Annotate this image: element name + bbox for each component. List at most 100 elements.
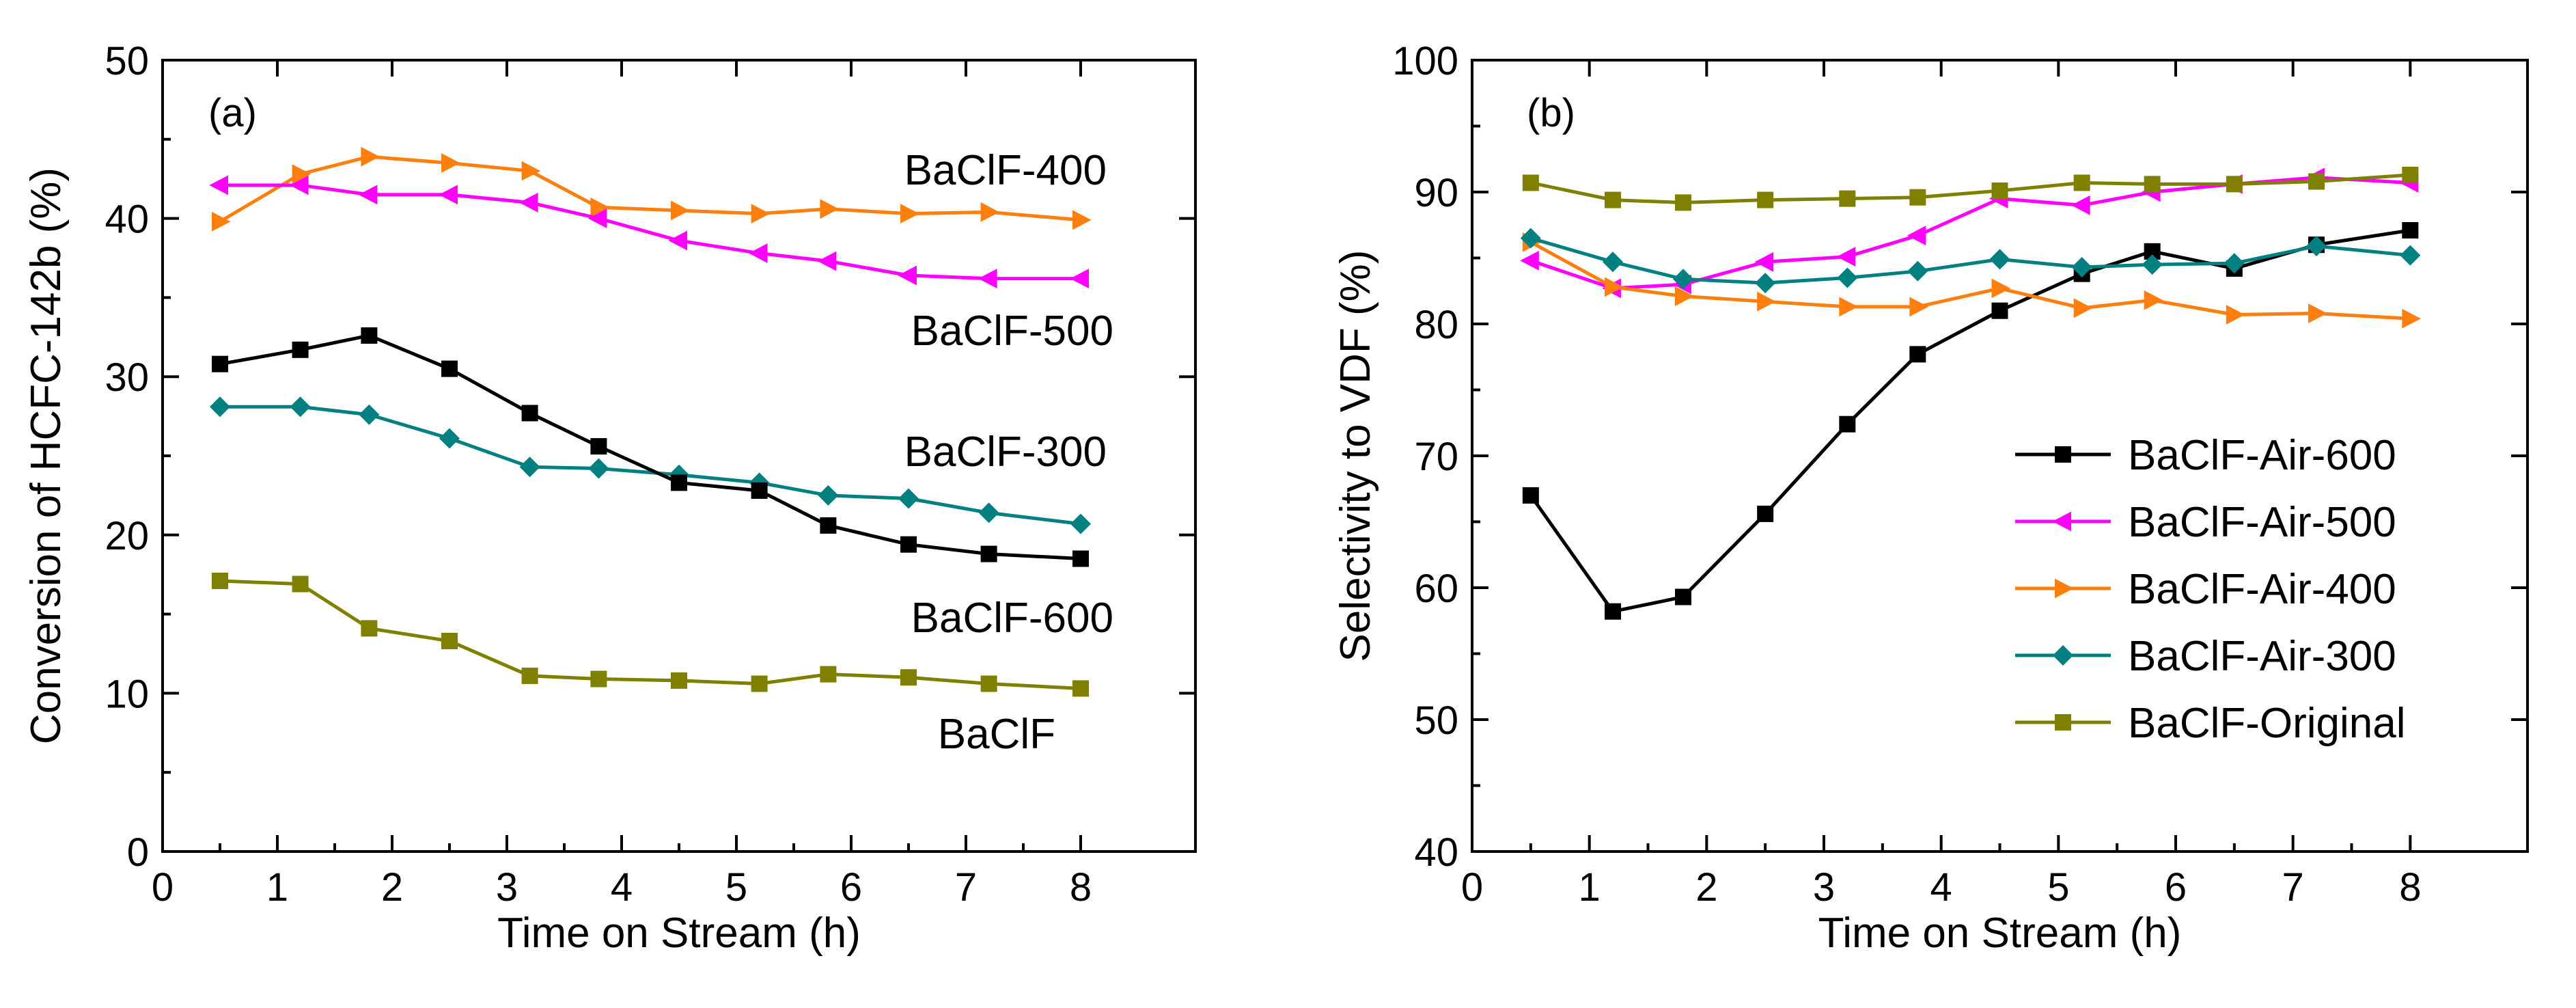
data-point — [751, 482, 768, 499]
data-point — [1605, 603, 1621, 620]
x-tick-label: 5 — [725, 865, 747, 910]
data-point — [519, 457, 540, 478]
series-line-2 — [1529, 241, 2411, 321]
data-point — [2402, 308, 2421, 329]
data-point — [2071, 257, 2092, 278]
data-point — [590, 438, 607, 455]
data-point — [361, 620, 378, 637]
x-tick-label: 2 — [381, 865, 403, 910]
data-point — [1072, 680, 1089, 697]
chart-panel-a: 0 1 2 3 4 5 6 7 8 0 10 20 30 40 50 Time on Stream (h) Co… — [23, 39, 1197, 957]
y-tick-label: 100 — [1392, 39, 1458, 83]
y-tick-label: 80 — [1414, 303, 1458, 347]
data-point — [521, 161, 541, 181]
data-point — [439, 185, 458, 205]
y-tick-label: 20 — [105, 514, 149, 558]
data-point — [898, 488, 919, 509]
data-point — [900, 204, 919, 224]
data-point — [2402, 221, 2419, 239]
series-line-3 — [1530, 236, 2411, 285]
y-axis-label: Conversion of HCFC-142b (%) — [23, 167, 70, 744]
data-point — [1909, 189, 1926, 206]
data-point — [292, 575, 309, 592]
data-point — [1991, 302, 2008, 319]
data-point — [1837, 267, 1858, 288]
data-point — [519, 193, 538, 213]
x-tick-label: 0 — [152, 865, 174, 910]
data-point — [439, 428, 460, 449]
y-tick-label: 40 — [105, 197, 149, 242]
data-point — [900, 536, 917, 553]
data-point — [290, 175, 309, 195]
x-axis-label: Time on Stream (h) — [1818, 910, 2182, 957]
x-tick-label: 3 — [1813, 865, 1835, 910]
data-point — [2308, 173, 2325, 190]
y-tick-label: 10 — [105, 672, 149, 716]
legend-label: BaClF-Air-600 — [2128, 432, 2396, 479]
x-tick-label: 1 — [266, 865, 288, 910]
data-point — [980, 545, 997, 562]
chart-panel-b: 0 1 2 3 4 5 6 7 8 40 50 60 70 80 90 100 Time on Stream (… — [1332, 39, 2529, 957]
x-tick-label: 4 — [611, 865, 633, 910]
data-point — [1839, 297, 1858, 317]
y-tick-label: 90 — [1414, 171, 1458, 215]
series-annotation: BaClF-600 — [911, 595, 1113, 642]
data-point — [1522, 174, 1539, 191]
y-tick-label: 50 — [1414, 698, 1458, 743]
data-point — [1520, 228, 1541, 249]
data-point — [818, 485, 839, 506]
data-point — [292, 341, 309, 358]
data-point — [820, 517, 837, 534]
y-axis-label: Selectivity to VDF (%) — [1332, 250, 1379, 662]
data-point — [521, 405, 538, 422]
data-point — [1836, 247, 1856, 267]
data-point — [1070, 513, 1091, 534]
data-point — [1522, 487, 1539, 504]
data-point — [1839, 416, 1856, 433]
data-point — [1991, 182, 2008, 200]
data-point — [1675, 588, 1691, 605]
x-axis-label: Time on Stream (h) — [497, 910, 861, 957]
data-point — [751, 204, 771, 224]
data-point — [671, 200, 690, 221]
data-point — [817, 251, 837, 271]
data-point — [2071, 195, 2090, 215]
data-point — [2308, 303, 2327, 323]
x-tick-label: 7 — [2282, 865, 2304, 910]
data-point — [212, 355, 228, 372]
data-point — [441, 632, 458, 649]
data-point — [980, 202, 1000, 222]
series-line-4 — [219, 579, 1081, 690]
data-point — [441, 153, 460, 173]
data-point — [820, 199, 839, 219]
data-point — [590, 197, 609, 217]
data-point — [2226, 176, 2243, 193]
data-point — [668, 230, 687, 251]
x-tick-label: 6 — [840, 865, 862, 910]
data-point — [2144, 290, 2163, 310]
data-point — [1603, 251, 1623, 273]
data-point — [587, 208, 607, 228]
data-point — [1520, 250, 1539, 271]
data-point — [2142, 254, 2163, 275]
data-point — [2306, 236, 2327, 257]
data-point — [2073, 298, 2093, 318]
data-point — [361, 327, 378, 344]
legend-label: BaClF-Original — [2128, 700, 2406, 747]
data-point — [1605, 277, 1624, 297]
x-tick-label: 3 — [496, 865, 518, 910]
data-point — [2073, 174, 2090, 191]
data-point — [820, 666, 837, 683]
y-tick-label: 50 — [105, 39, 149, 83]
y-tick-label: 30 — [105, 355, 149, 400]
x-tick-label: 1 — [1579, 865, 1601, 910]
data-point — [1907, 226, 1926, 246]
data-point — [671, 672, 687, 689]
data-point — [590, 670, 607, 687]
legend-marker — [2055, 446, 2071, 463]
x-tick-label: 8 — [2399, 865, 2421, 910]
data-point — [358, 185, 378, 205]
data-point — [441, 360, 458, 377]
legend-marker — [2052, 511, 2071, 532]
